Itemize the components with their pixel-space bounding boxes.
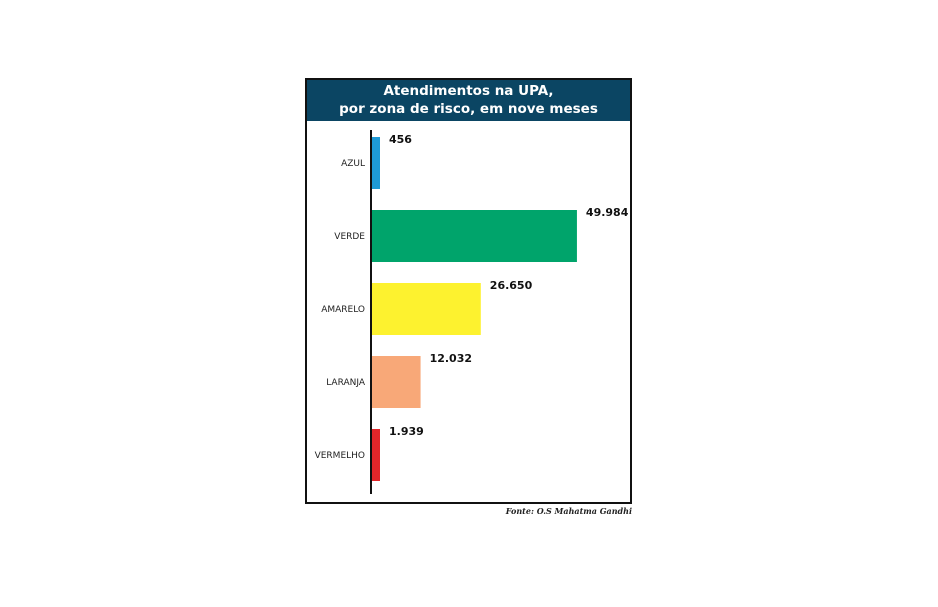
bar-verde	[371, 210, 577, 262]
bar-laranja	[371, 356, 421, 408]
category-label-verde: VERDE	[334, 232, 365, 242]
chart-title-line-2: por zona de risco, em nove meses	[339, 101, 598, 117]
bar-chart: AZUL 456 VERDE 49.984 AMARELO 26.650 LARANJA 12…	[315, 130, 629, 494]
bar-amarelo	[371, 283, 481, 335]
bar-vermelho	[371, 429, 380, 481]
category-label-amarelo: AMARELO	[321, 305, 365, 315]
category-label-azul: AZUL	[341, 159, 365, 169]
value-label-verde: 49.984	[586, 206, 629, 219]
value-label-laranja: 12.032	[430, 352, 472, 365]
chart-source-note: Fonte: O.S Mahatma Gandhi	[505, 506, 632, 516]
value-label-vermelho: 1.939	[389, 425, 424, 438]
value-label-amarelo: 26.650	[490, 279, 533, 292]
category-label-vermelho: VERMELHO	[315, 451, 365, 461]
chart-title: Atendimentos na UPA, por zona de risco, …	[307, 80, 630, 121]
bar-azul	[371, 137, 380, 189]
category-label-laranja: LARANJA	[326, 378, 366, 388]
value-label-azul: 456	[389, 133, 412, 146]
chart-frame: Atendimentos na UPA, por zona de risco, …	[305, 78, 632, 504]
chart-title-line-1: Atendimentos na UPA,	[383, 83, 554, 99]
